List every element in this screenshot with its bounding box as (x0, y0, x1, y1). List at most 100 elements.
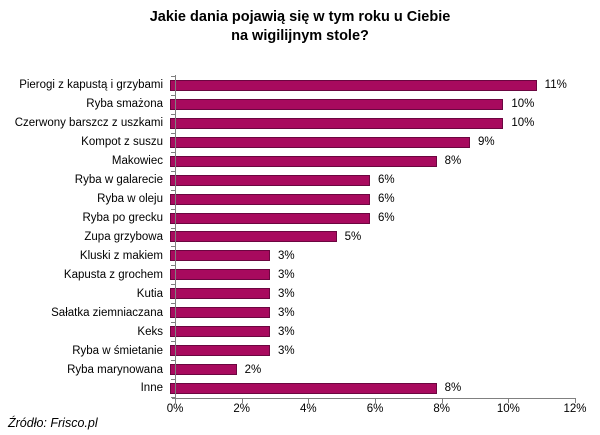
value-label: 6% (378, 212, 395, 225)
category-label: Keks (137, 325, 163, 338)
y-axis-line (175, 75, 176, 399)
bar (170, 250, 270, 262)
bar-area: 6% (170, 171, 570, 190)
plot-area: Pierogi z kapustą i grzybami 11% Ryba sm… (0, 76, 600, 398)
x-axis-tick (375, 399, 376, 403)
category-label: Sałatka ziemniaczana (51, 306, 163, 319)
bar-row: Ryba smażona 10% (0, 95, 600, 114)
bar-row: Ryba marynowana 2% (0, 360, 600, 379)
value-label: 3% (278, 249, 295, 262)
category-label: Kluski z makiem (79, 249, 163, 262)
category-label: Ryba marynowana (67, 363, 163, 376)
bar (170, 98, 504, 110)
bar (170, 193, 370, 205)
y-axis-tick (171, 94, 175, 96)
bar-row: Kluski z makiem 3% (0, 246, 600, 265)
y-axis-tick (171, 208, 175, 210)
bar (170, 174, 370, 186)
y-axis-tick (171, 303, 175, 305)
category-label: Ryba po grecku (82, 212, 163, 225)
bar-row: Kutia 3% (0, 284, 600, 303)
y-axis-tick (171, 189, 175, 191)
bar-row: Zupa grzybowa 5% (0, 228, 600, 247)
x-axis-tick (175, 399, 176, 403)
value-label: 3% (278, 325, 295, 338)
bar (170, 382, 437, 394)
value-label: 3% (278, 268, 295, 281)
value-label: 10% (511, 98, 535, 111)
bar (170, 231, 337, 243)
x-axis-tick-label: 0% (166, 403, 184, 415)
bar-row: Makowiec 8% (0, 152, 600, 171)
bar-area: 9% (170, 133, 570, 152)
y-axis-tick (171, 113, 175, 115)
x-axis-tick (508, 399, 510, 403)
bar-row: Ryba po grecku 6% (0, 209, 600, 228)
bar (170, 326, 270, 338)
value-label: 3% (278, 344, 295, 357)
x-axis-tick (241, 399, 243, 403)
bar-area: 6% (170, 209, 570, 228)
bar (170, 136, 470, 148)
y-axis-tick (171, 170, 175, 172)
value-label: 2% (244, 363, 262, 376)
category-label: Kapusta z grochem (63, 268, 163, 281)
bar-row: Inne 8% (0, 379, 600, 398)
value-label: 11% (544, 79, 567, 92)
bar-area: 6% (170, 190, 570, 209)
y-axis-tick (171, 151, 175, 153)
bar (170, 212, 370, 224)
bar-area: 3% (170, 303, 570, 322)
bar-row: Ryba w oleju 6% (0, 190, 600, 209)
value-label: 8% (444, 382, 462, 395)
y-axis-tick (171, 132, 175, 134)
category-label: Ryba smażona (86, 98, 163, 111)
bar-row: Pierogi z kapustą i grzybami 11% (0, 76, 600, 95)
value-label: 10% (511, 117, 535, 130)
category-label: Kompot z suszu (81, 136, 163, 149)
source-note: Źródło: Frisco.pl (8, 416, 98, 430)
y-axis-tick (171, 246, 175, 248)
bar (170, 155, 437, 167)
category-label: Ryba w śmietanie (72, 344, 163, 357)
x-axis-tick (575, 399, 576, 403)
y-axis-tick (171, 379, 175, 381)
x-axis-tick-label: 12% (563, 403, 587, 415)
bar-area: 2% (170, 360, 570, 379)
category-label: Pierogi z kapustą i grzybami (19, 79, 163, 92)
category-label: Kutia (136, 287, 163, 300)
bar-row: Czerwony barszcz z uszkami 10% (0, 114, 600, 133)
x-axis-line (172, 398, 576, 399)
y-axis-tick (171, 227, 175, 229)
category-label: Inne (140, 382, 163, 395)
value-label: 3% (278, 306, 295, 319)
chart-title-line2: na wigilijnym stole? (231, 28, 369, 44)
bar-area: 10% (170, 95, 570, 114)
bar (170, 364, 237, 376)
value-label: 9% (478, 136, 495, 149)
x-axis-tick-label: 6% (366, 403, 384, 415)
y-axis-tick (171, 341, 175, 343)
bar-area: 8% (170, 379, 570, 398)
x-axis-tick-label: 10% (496, 403, 520, 415)
chart-title-line1: Jakie dania pojawią się w tym roku u Cie… (149, 9, 451, 25)
bar-area: 3% (170, 265, 570, 284)
bar (170, 288, 270, 300)
y-axis-tick (171, 76, 175, 77)
bar-row: Ryba w śmietanie 3% (0, 341, 600, 360)
x-axis-tick (441, 399, 443, 403)
value-label: 8% (444, 155, 462, 168)
x-axis-tick-label: 4% (300, 403, 317, 415)
value-label: 6% (378, 174, 395, 187)
bar-row: Sałatka ziemniaczana 3% (0, 303, 600, 322)
bar (170, 307, 270, 319)
bar-area: 10% (170, 114, 570, 133)
x-axis-tick-label: 2% (233, 403, 250, 415)
bar-area: 8% (170, 152, 570, 171)
bar-row: Kapusta z grochem 3% (0, 265, 600, 284)
bar-area: 3% (170, 322, 570, 341)
bar-row: Ryba w galarecie 6% (0, 171, 600, 190)
category-label: Zupa grzybowa (84, 230, 163, 243)
category-label: Makowiec (111, 155, 163, 168)
